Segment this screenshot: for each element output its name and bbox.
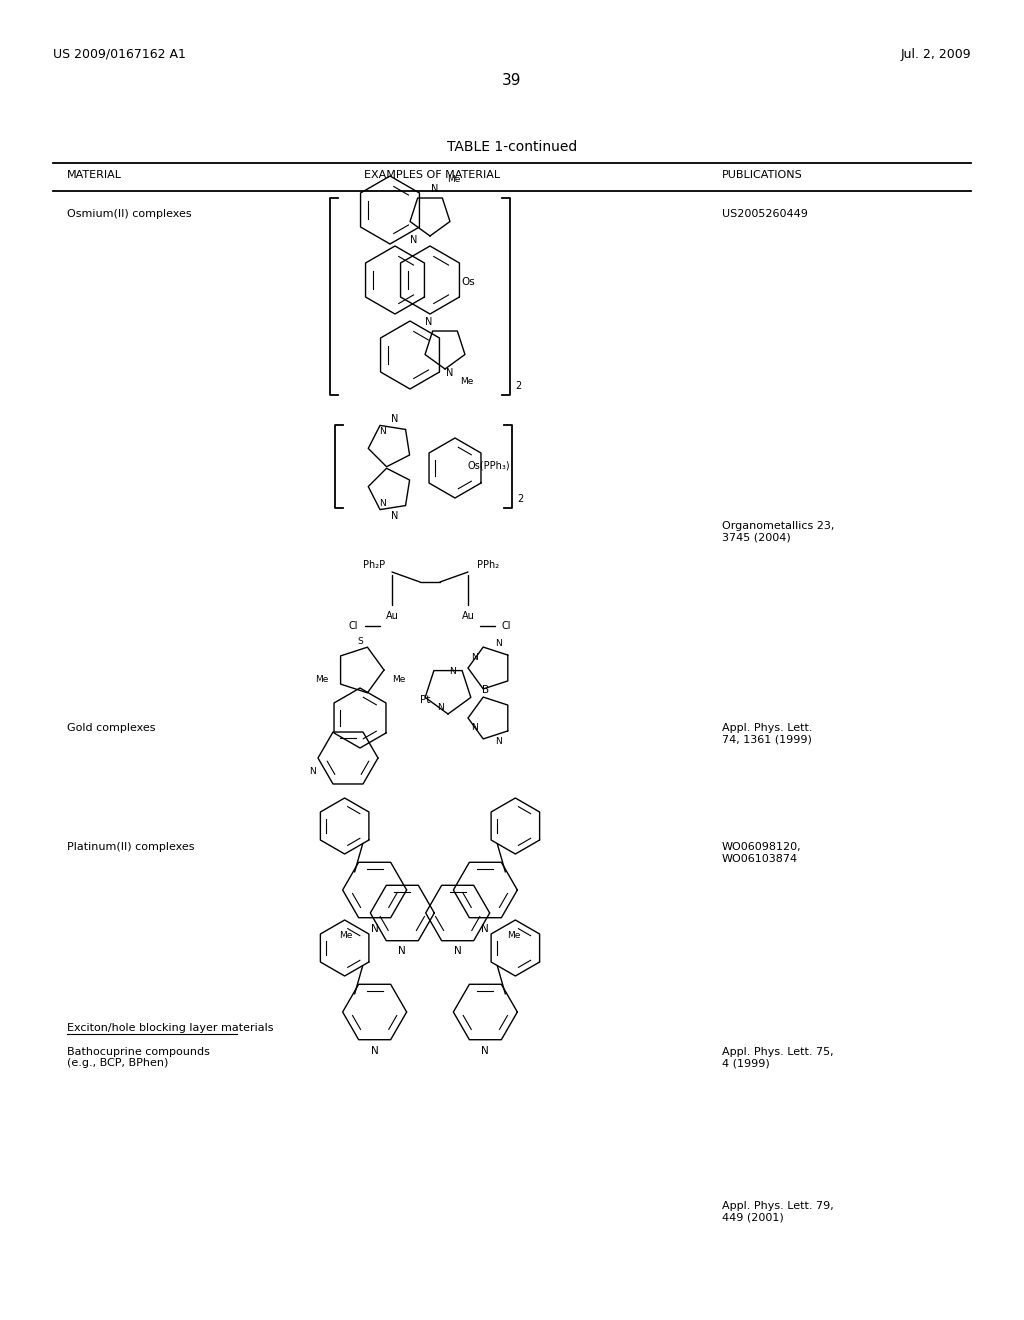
Text: Me: Me [447, 176, 461, 185]
Text: N: N [379, 426, 385, 436]
Text: TABLE 1-continued: TABLE 1-continued [446, 140, 578, 154]
Text: Cl: Cl [502, 620, 512, 631]
Text: N: N [450, 668, 457, 676]
Text: N: N [481, 924, 489, 935]
Text: N: N [495, 738, 502, 747]
Text: N: N [411, 235, 418, 246]
Text: WO06098120,
WO06103874: WO06098120, WO06103874 [722, 842, 802, 863]
Text: N: N [436, 704, 443, 713]
Text: Bathocuprine compounds
(e.g., BCP, BPhen): Bathocuprine compounds (e.g., BCP, BPhen… [67, 1047, 210, 1068]
Text: N: N [379, 499, 385, 508]
Text: B: B [482, 685, 489, 696]
Text: N: N [481, 1045, 489, 1056]
Text: Au: Au [386, 611, 398, 620]
Text: Me: Me [392, 676, 406, 685]
Text: Jul. 2, 2009: Jul. 2, 2009 [900, 48, 971, 61]
Text: Pt: Pt [420, 696, 430, 705]
Text: MATERIAL: MATERIAL [67, 170, 122, 180]
Text: 2: 2 [515, 381, 521, 391]
Text: N: N [391, 414, 398, 424]
Text: Au: Au [462, 611, 474, 620]
Text: Platinum(II) complexes: Platinum(II) complexes [67, 842, 195, 853]
Text: Appl. Phys. Lett.
74, 1361 (1999): Appl. Phys. Lett. 74, 1361 (1999) [722, 723, 812, 744]
Text: N: N [495, 639, 502, 648]
Text: Organometallics 23,
3745 (2004): Organometallics 23, 3745 (2004) [722, 521, 835, 543]
Text: US 2009/0167162 A1: US 2009/0167162 A1 [53, 48, 186, 61]
Text: N: N [371, 1045, 379, 1056]
Text: N: N [398, 946, 407, 956]
Text: Exciton/hole blocking layer materials: Exciton/hole blocking layer materials [67, 1023, 273, 1034]
Text: N: N [425, 317, 433, 327]
Text: Os(PPh₃): Os(PPh₃) [468, 459, 511, 470]
Text: N: N [371, 924, 379, 935]
Text: N: N [446, 368, 454, 378]
Text: S: S [357, 638, 362, 647]
Text: Appl. Phys. Lett. 75,
4 (1999): Appl. Phys. Lett. 75, 4 (1999) [722, 1047, 834, 1068]
Text: N: N [472, 723, 478, 733]
Text: Gold complexes: Gold complexes [67, 723, 155, 734]
Text: Me: Me [339, 932, 352, 940]
Text: N: N [308, 767, 315, 776]
Text: 2: 2 [517, 494, 523, 504]
Text: Me: Me [507, 932, 521, 940]
Text: N: N [472, 653, 478, 663]
Text: PUBLICATIONS: PUBLICATIONS [722, 170, 803, 180]
Text: US2005260449: US2005260449 [722, 209, 808, 219]
Text: Me: Me [314, 676, 328, 685]
Text: PPh₂: PPh₂ [477, 560, 499, 570]
Text: N: N [454, 946, 462, 956]
Text: N: N [431, 183, 438, 194]
Text: Osmium(II) complexes: Osmium(II) complexes [67, 209, 191, 219]
Text: N: N [391, 511, 398, 521]
Text: Appl. Phys. Lett. 79,
449 (2001): Appl. Phys. Lett. 79, 449 (2001) [722, 1201, 834, 1222]
Text: EXAMPLES OF MATERIAL: EXAMPLES OF MATERIAL [364, 170, 500, 180]
Text: Ph₂P: Ph₂P [362, 560, 385, 570]
Text: 39: 39 [502, 73, 522, 87]
Text: Me: Me [461, 376, 474, 385]
Text: Os: Os [461, 277, 475, 286]
Text: Cl: Cl [348, 620, 358, 631]
